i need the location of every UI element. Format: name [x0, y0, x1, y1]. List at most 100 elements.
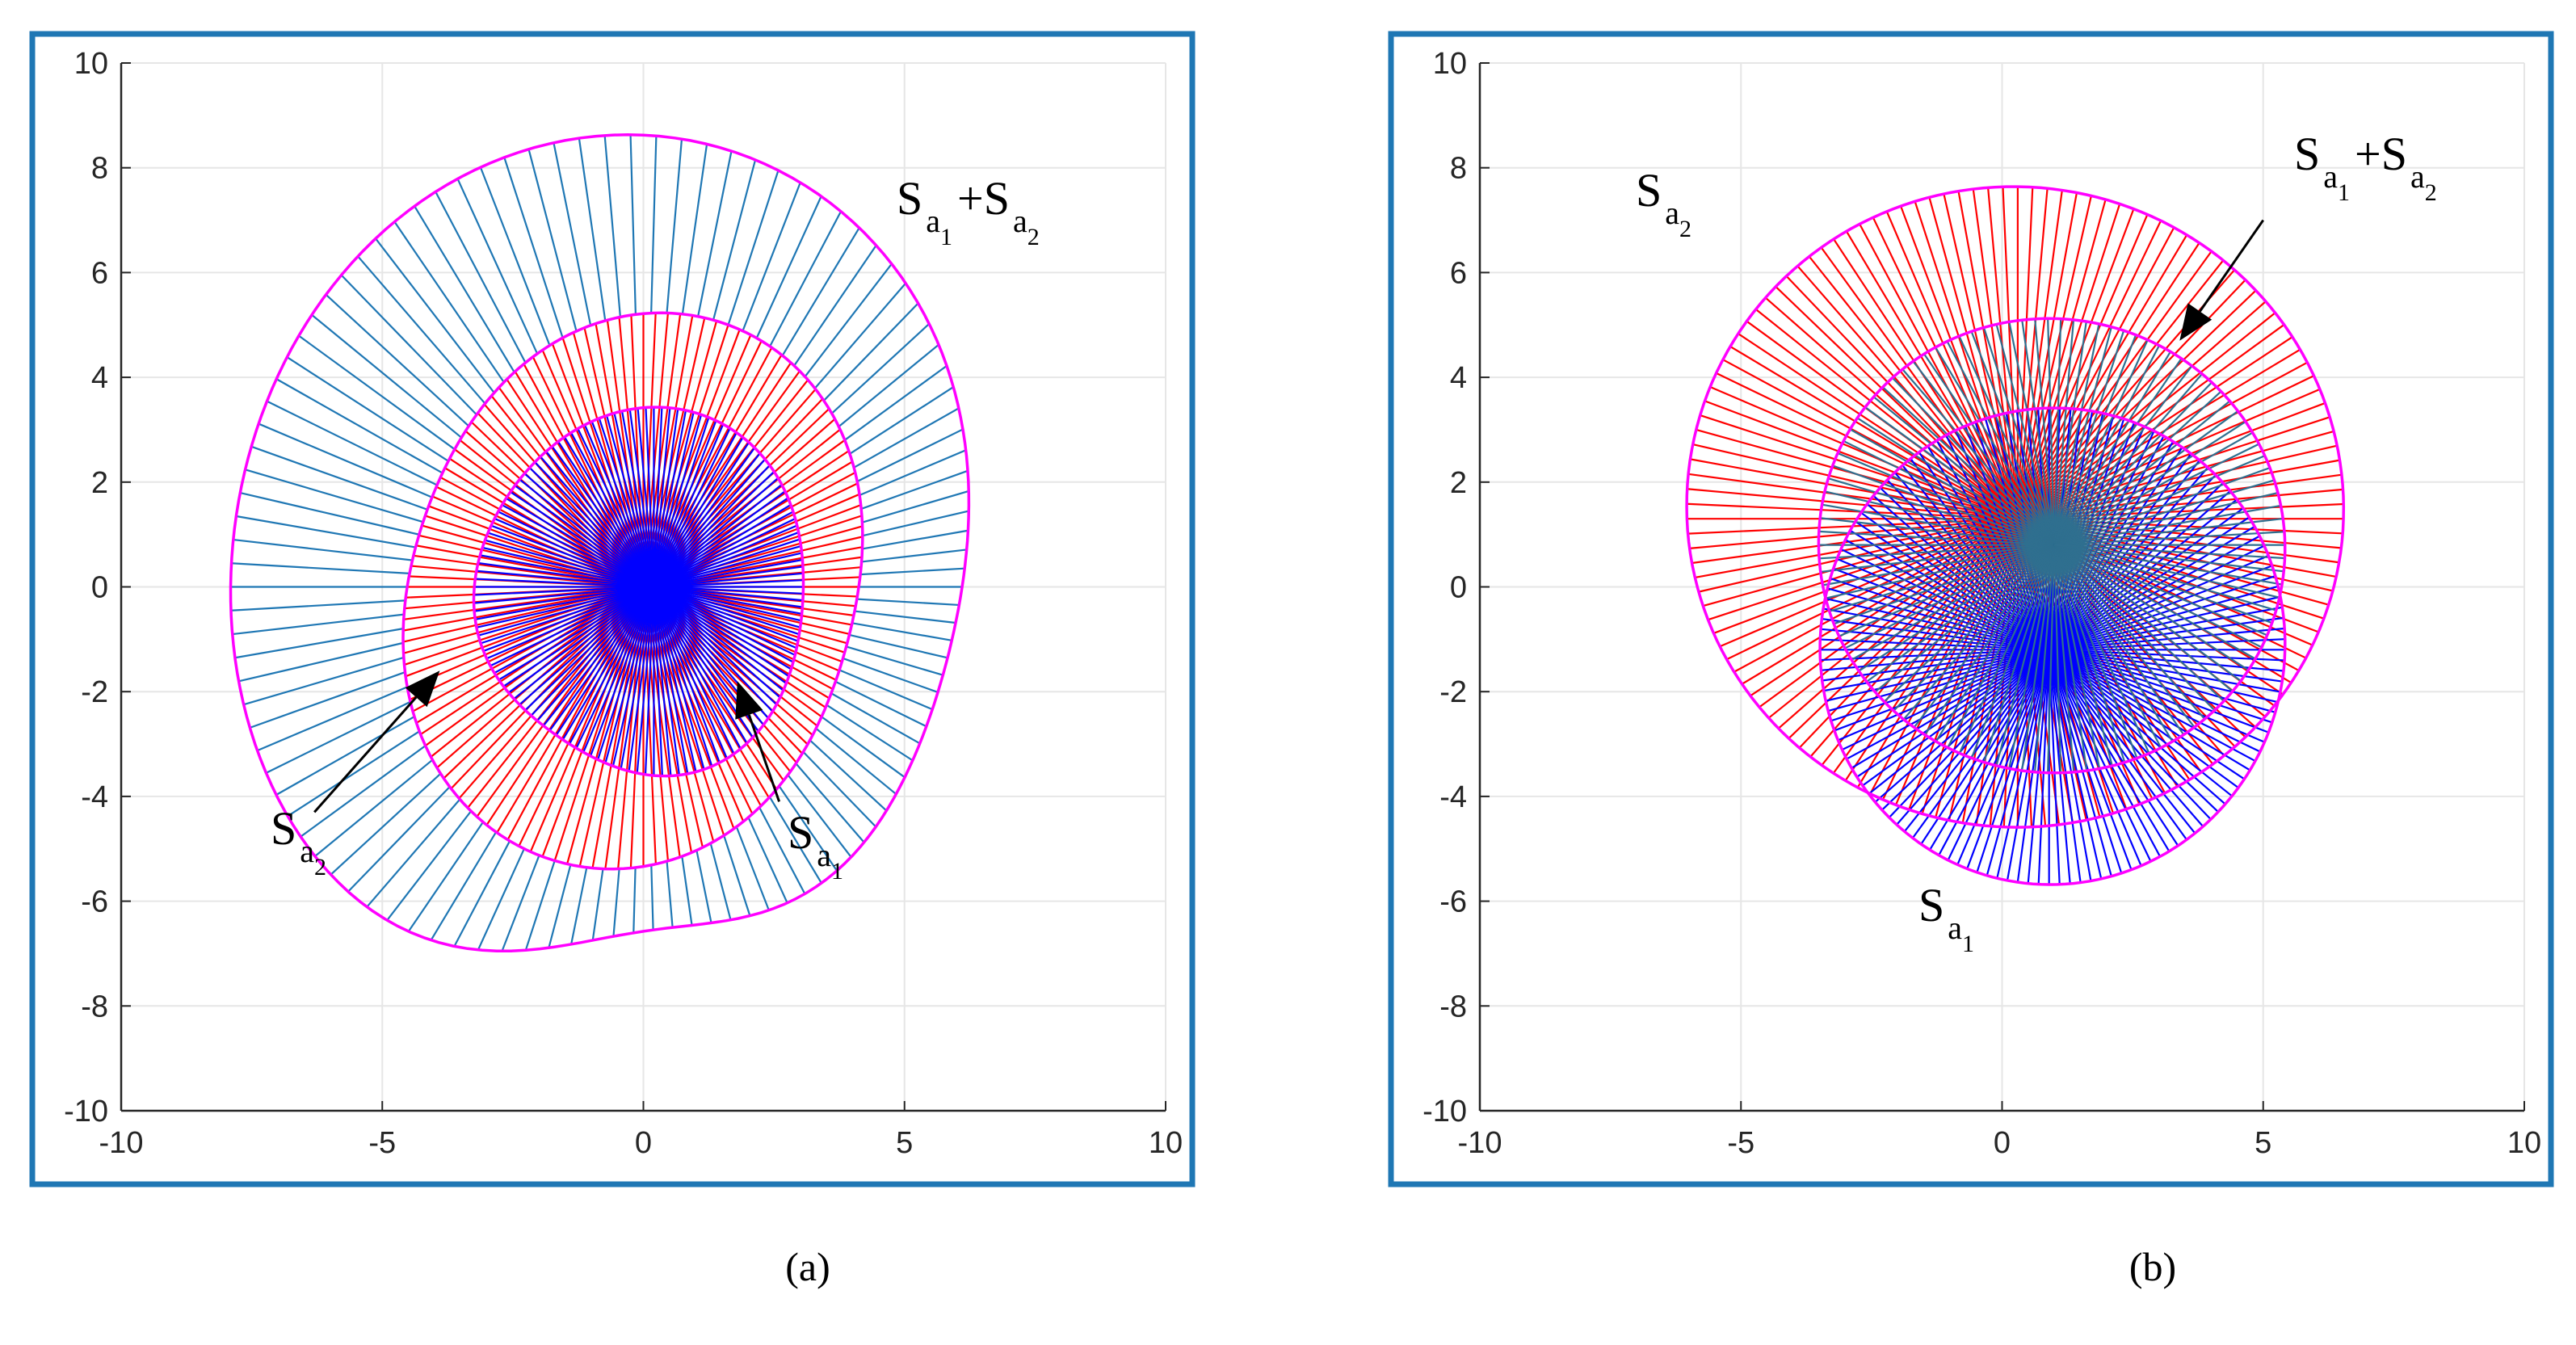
y-tick-label: 10	[1433, 47, 1467, 81]
s1-ray	[2049, 649, 2250, 771]
s1-ray	[570, 432, 655, 588]
s2-ray	[2016, 204, 2121, 519]
s1-ray	[498, 511, 654, 588]
s1-ray	[2049, 649, 2273, 724]
s1-ray	[1868, 649, 2050, 795]
sum-ray	[234, 628, 404, 659]
sum-ray	[238, 641, 404, 683]
sum-ray	[747, 817, 788, 904]
sum-ray	[366, 798, 461, 908]
s1-ray	[653, 532, 799, 588]
sum-ray	[862, 529, 969, 550]
sum-ray	[778, 785, 838, 872]
s1-ray	[2048, 649, 2142, 867]
sum-ray	[2033, 544, 2056, 772]
panel-b-caption: (b)	[2129, 1244, 2176, 1289]
sum-ray	[243, 656, 405, 706]
sum-ray	[2053, 544, 2138, 759]
sum-ray	[2053, 491, 2279, 546]
sum-ray	[742, 182, 801, 332]
sum-ray	[650, 136, 658, 313]
sum-ray	[275, 378, 443, 474]
s1-ray	[480, 586, 654, 645]
y-tick-label: -6	[81, 885, 108, 919]
s1-ray	[653, 524, 798, 588]
s1-ray	[1837, 649, 2050, 742]
s1-ray	[2049, 649, 2276, 713]
s1-ray	[575, 586, 655, 749]
s1-ray	[2048, 649, 2161, 857]
s1-ray	[653, 586, 802, 615]
s1-ray	[653, 458, 766, 588]
panel-a-frame	[29, 31, 1196, 1187]
s1-ray	[2049, 649, 2279, 704]
s1-ray	[637, 408, 655, 587]
sum-ray	[629, 134, 637, 315]
s1-ray	[628, 586, 655, 771]
sum-ray	[1828, 477, 2055, 546]
s1-ray	[2049, 565, 2273, 651]
sum-ray	[1935, 347, 2056, 546]
s1-ray	[530, 586, 655, 717]
sum-ray	[232, 613, 405, 636]
sum-ray	[266, 400, 438, 486]
x-tick-label: 0	[635, 1126, 652, 1160]
sum-ray	[2054, 531, 2285, 546]
panel-b-s1-boundary	[1818, 406, 2287, 886]
s1-ray	[620, 586, 655, 769]
y-tick-label: 4	[91, 361, 108, 395]
s2-ray	[2017, 361, 2308, 520]
sum-ray	[735, 826, 770, 911]
sum-ray	[2053, 330, 2125, 545]
x-tick-label: 5	[2255, 1126, 2271, 1160]
y-tick-label: -2	[1439, 675, 1467, 709]
s1-ray	[475, 586, 654, 620]
sum-ray	[257, 686, 408, 752]
sum-ray	[2053, 358, 2183, 546]
s2-ray	[578, 586, 645, 867]
sum-ray	[793, 245, 877, 367]
y-tick-label: 8	[1450, 152, 1467, 186]
sum-ray	[815, 727, 897, 795]
sum-ray	[856, 428, 964, 482]
sum-ray	[1935, 544, 2056, 742]
sum-ray	[2054, 544, 2285, 560]
sum-ray	[2054, 544, 2284, 573]
s1-ray	[2048, 649, 2204, 827]
sum-ray	[1837, 452, 2055, 546]
sum-ray	[2053, 351, 2171, 546]
s1-ray	[2049, 606, 2283, 651]
sum-ray	[681, 144, 708, 314]
s1-ray	[653, 586, 784, 691]
y-tick-label: -4	[81, 780, 108, 814]
s2-ray	[2016, 208, 2135, 519]
sum-ray	[759, 807, 806, 895]
s1-ray	[2049, 525, 2255, 651]
s1-ray	[653, 442, 750, 588]
s1-ray	[644, 586, 655, 775]
s1-ray	[483, 586, 654, 652]
sum-ray	[2053, 326, 2112, 545]
sum-ray	[768, 796, 822, 884]
sum-ray	[2053, 323, 2100, 545]
s1-ray	[653, 470, 775, 588]
s1-ray	[534, 461, 655, 588]
s1-ray	[1866, 503, 2050, 651]
s1-ray	[653, 586, 792, 670]
s1-ray	[653, 420, 717, 587]
s1-ray	[507, 586, 655, 694]
sum-ray	[2054, 517, 2284, 546]
s2-ray	[1741, 518, 2019, 685]
s1-ray	[545, 451, 655, 588]
s1-ray	[583, 424, 655, 587]
s2-ray	[1872, 216, 2019, 519]
sum-ray	[834, 680, 927, 728]
y-tick-label: 4	[1450, 361, 1467, 395]
sum-ray	[477, 848, 525, 951]
s1-ray	[628, 409, 655, 587]
sum-ray	[2053, 339, 2149, 546]
panel-a-caption: (a)	[785, 1244, 830, 1289]
s1-ray	[653, 586, 680, 775]
